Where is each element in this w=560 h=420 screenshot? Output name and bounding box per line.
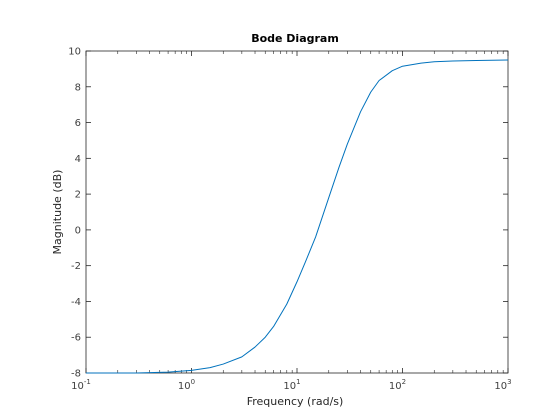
plot-area [85,50,509,374]
y-tick-label: -6 [71,333,81,344]
x-tick-label: 10-1 [71,378,91,392]
series-layer [86,59,509,374]
chart-title: Bode Diagram [251,32,339,45]
x-axis-label: Frequency (rad/s) [247,395,344,408]
x-major-ticks [85,51,509,373]
y-tick-label: 8 [75,82,81,93]
y-tick-label: -2 [71,261,81,272]
y-tick-label: 2 [75,190,81,201]
axes-box [85,50,509,374]
y-tick-label: 0 [75,225,81,236]
x-tick-label: 103 [494,378,511,392]
x-tick-label: 101 [283,378,300,392]
y-tick-label: 4 [75,154,81,165]
x-tick-label: 100 [178,378,195,392]
y-tick-labels: -8 -6 -4 -2 0 2 4 6 8 10 [68,47,81,380]
y-tick-label: 6 [75,118,81,129]
y-tick-label: 10 [68,47,81,58]
y-tick-label: -8 [71,369,81,380]
x-tick-label: 102 [389,378,406,392]
magnitude-line [86,59,509,374]
y-tick-label: -4 [71,297,81,308]
y-axis-label: Magnitude (dB) [51,170,64,255]
x-tick-labels: 10-1 100 101 102 103 [71,378,511,392]
